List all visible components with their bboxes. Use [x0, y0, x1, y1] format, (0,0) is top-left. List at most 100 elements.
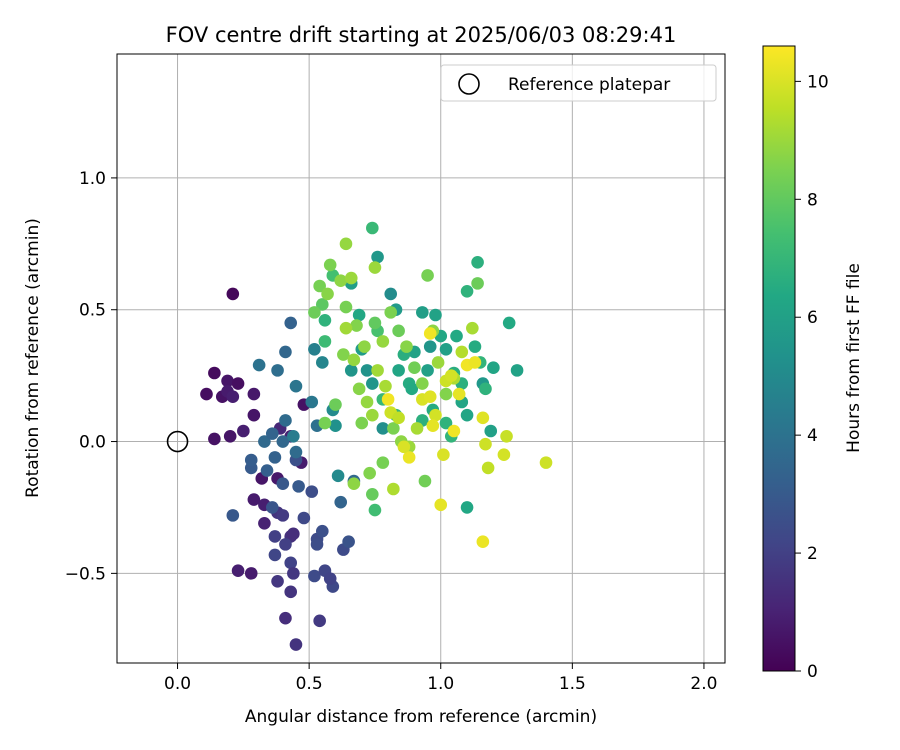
scatter-point [460, 501, 474, 514]
scatter-point [334, 495, 348, 509]
scatter-point [308, 569, 321, 583]
scatter-point [471, 255, 484, 269]
scatter-point [318, 335, 332, 348]
scatter-point [284, 316, 298, 330]
scatter-point [347, 477, 361, 491]
scatter-point [355, 416, 369, 430]
scatter-point [231, 564, 245, 578]
scatter-point [363, 466, 376, 480]
plot-frame [116, 53, 726, 664]
scatter-point [352, 308, 366, 322]
scatter-point [416, 306, 429, 319]
x-tick-label: 2.0 [690, 674, 717, 694]
scatter-point [397, 440, 411, 454]
scatter-point [539, 456, 553, 469]
legend: Reference platepar [440, 64, 717, 102]
scatter-point [284, 585, 298, 599]
scatter-point [487, 361, 500, 375]
scatter-point [247, 408, 261, 422]
scatter-point [271, 364, 284, 377]
scatter-point [208, 432, 221, 446]
scatter-point [287, 527, 300, 541]
scatter-point [439, 387, 453, 401]
y-tick-label: 0.0 [79, 433, 106, 453]
scatter-point [368, 316, 382, 330]
scatter-point [297, 511, 311, 525]
colorbar-tick-label: 0 [807, 662, 818, 682]
scatter-point [339, 237, 353, 251]
scatter-point [416, 377, 429, 390]
scatter-point [371, 250, 384, 264]
scatter-point [476, 535, 490, 549]
scatter-point [318, 313, 332, 327]
scatter-point [368, 503, 382, 517]
scatter-point [226, 390, 240, 404]
scatter-point [334, 274, 348, 288]
scatter-point [268, 548, 282, 562]
scatter-point [350, 319, 363, 332]
scatter-point [481, 461, 495, 475]
scatter-point [376, 422, 390, 435]
scatter-point [292, 480, 305, 493]
scatter-point [323, 258, 337, 272]
scatter-point [339, 321, 353, 335]
colorbar-tick-label: 10 [807, 72, 829, 92]
scatter-point [452, 387, 466, 401]
x-tick-label: 0.0 [164, 674, 191, 694]
legend-label: Reference platepar [508, 75, 670, 95]
scatter-point [268, 451, 282, 464]
legend-box [440, 64, 717, 102]
scatter-point [308, 342, 321, 356]
scatter-point [276, 435, 290, 448]
scatter-point [287, 567, 300, 580]
scatter-point [313, 279, 326, 293]
scatter-point [360, 395, 374, 409]
scatter-point [289, 638, 303, 651]
scatter-point [313, 614, 326, 628]
scatter-point [384, 287, 398, 301]
points-layer [200, 221, 553, 651]
scatter-point [315, 356, 329, 369]
scatter-point [244, 567, 258, 580]
scatter-point [342, 535, 355, 549]
scatter-point [305, 395, 319, 409]
scatter-point [423, 327, 437, 340]
scatter-point [265, 427, 279, 440]
scatter-point [447, 424, 461, 438]
scatter-point [339, 300, 353, 314]
scatter-point [468, 356, 482, 369]
scatter-point [231, 377, 245, 390]
scatter-point [318, 416, 332, 430]
scatter-point [276, 477, 290, 491]
scatter-point [289, 379, 303, 393]
scatter-point [471, 277, 484, 290]
scatter-point [366, 377, 379, 390]
colorbar-tick-label: 6 [807, 308, 818, 328]
scatter-point [344, 364, 358, 377]
legend-reference-marker [458, 73, 480, 95]
colorbar-tick-label: 2 [807, 544, 818, 564]
scatter-point [408, 361, 421, 375]
scatter-point [247, 493, 261, 506]
scatter-point [366, 487, 379, 501]
scatter-point [418, 474, 432, 488]
scatter-point [279, 414, 292, 427]
x-axis-label: Angular distance from reference (arcmin) [245, 707, 597, 727]
scatter-point [479, 382, 492, 396]
scatter-point [497, 448, 511, 462]
scatter-point [226, 287, 240, 301]
colorbar-tick-label: 8 [807, 190, 818, 210]
chart-title: FOV centre drift starting at 2025/06/03 … [166, 23, 677, 47]
scatter-point [247, 387, 261, 401]
scatter-point [439, 342, 453, 356]
scatter-point [366, 408, 379, 422]
scatter-point [460, 408, 474, 422]
scatter-point [289, 445, 303, 459]
reference-marker-layer [166, 430, 189, 453]
scatter-point [279, 538, 292, 551]
scatter-point [208, 366, 221, 380]
scatter-point [352, 382, 366, 396]
y-tick-label: 1.0 [79, 169, 106, 189]
scatter-point [429, 408, 442, 422]
scatter-point [366, 221, 379, 235]
